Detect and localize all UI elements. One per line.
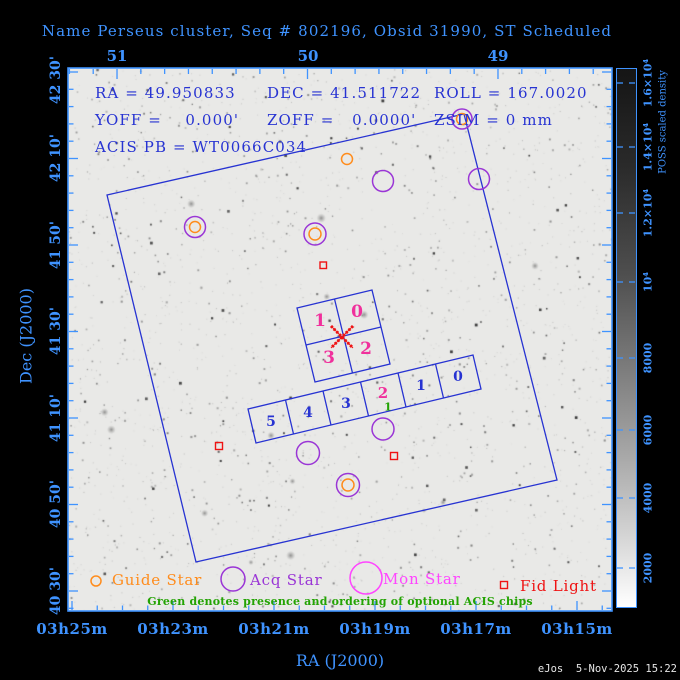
top-axis-label: 49 (487, 47, 509, 65)
acis-optional-order-label: 1 (384, 400, 392, 414)
colorbar-tick-label: 1.2×10⁴ (641, 188, 655, 238)
acis-s-chip-label: 0 (453, 369, 463, 385)
colorbar-tick-label: 2000 (641, 552, 655, 584)
optional-chips-note: Green denotes presence and ordering of o… (147, 595, 533, 608)
info-zsim: ZSIM = 0 mm (434, 111, 553, 129)
ra-axis-label: 03h23m (137, 620, 209, 638)
colorbar-title: POSS scaled density (657, 70, 669, 174)
dec-axis-label: 41 30' (48, 306, 64, 356)
ra-axis-label: 03h15m (541, 620, 613, 638)
page-title: Name Perseus cluster, Seq # 802196, Obsi… (41, 22, 613, 40)
colorbar-tick-label: 6000 (641, 414, 655, 446)
acis-i-chip-label: 1 (314, 311, 326, 331)
info-roll: ROLL = 167.0020 (434, 84, 588, 102)
dec-axis-label: 41 10' (48, 393, 64, 443)
acis-i-chip-label: 3 (323, 348, 335, 368)
legend-acq-star-label: Acq Star (250, 571, 323, 589)
ra-axis-label: 03h21m (238, 620, 310, 638)
dec-axis-label: 40 50' (48, 479, 64, 529)
legend-guide-star-label: Guide Star (112, 571, 203, 589)
ra-axis-label: 03h17m (440, 620, 512, 638)
acis-s-chip-label: 1 (416, 378, 426, 394)
info-yoff: YOFF = 0.000' (95, 111, 240, 129)
dec-axis-title: Dec (J2000) (16, 288, 36, 384)
ra-axis-label: 03h25m (36, 620, 108, 638)
dec-axis-label: 40 30' (48, 566, 64, 616)
density-colorbar (616, 68, 637, 608)
acis-s-chip-label: 3 (341, 396, 351, 412)
top-axis-label: 51 (106, 47, 128, 65)
top-axis-label: 50 (297, 47, 319, 65)
colorbar-tick-label: 4000 (641, 482, 655, 514)
acis-s-chip-label: 5 (266, 414, 276, 430)
legend-mon-star-label: Mon Star (383, 570, 461, 588)
acis-s-chip-label: 2 (377, 384, 389, 402)
colorbar-tick-label: 8000 (641, 342, 655, 374)
info-zoff: ZOFF = 0.0000' (267, 111, 417, 129)
dec-axis-label: 42 30' (48, 55, 64, 105)
colorbar-tick-label: 1.6×10⁴ (641, 58, 655, 108)
legend-fid-light-label: Fid Light (520, 577, 597, 595)
colorbar-tick-label: 1.4×10⁴ (641, 122, 655, 172)
colorbar-tick-label: 10⁴ (641, 271, 655, 293)
ra-axis-title: RA (J2000) (295, 651, 385, 670)
info-dec: DEC = 41.511722 (267, 84, 422, 102)
acis-s-chip-label: 4 (303, 405, 313, 421)
dec-axis-label: 42 10' (48, 133, 64, 183)
timestamp: eJos 5-Nov-2025 15:22 (537, 663, 677, 675)
acis-i-chip-label: 0 (351, 302, 363, 322)
info-acis-pb: ACIS PB = WT0066C034 (95, 138, 308, 156)
acis-i-chip-label: 2 (360, 339, 372, 359)
ra-axis-label: 03h19m (339, 620, 411, 638)
info-ra: RA = 49.950833 (95, 84, 236, 102)
dec-axis-label: 41 50' (48, 220, 64, 270)
